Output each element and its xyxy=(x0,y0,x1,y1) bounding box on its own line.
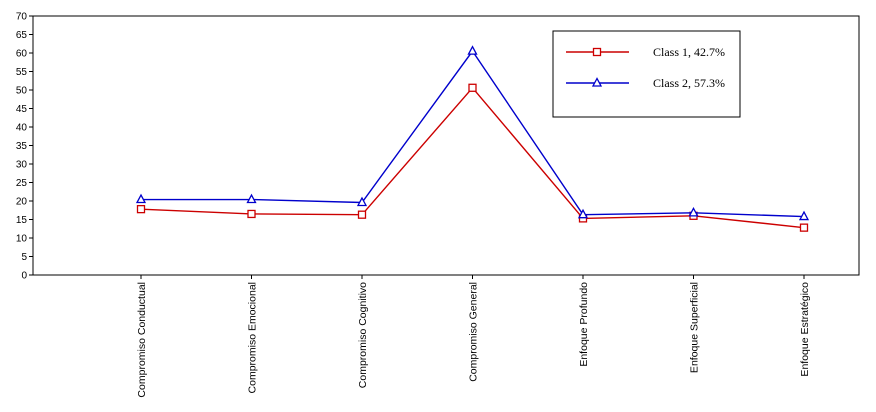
x-tick-label: Compromiso Conductual xyxy=(136,282,148,398)
series-2 xyxy=(135,45,810,221)
y-tick-label: 10 xyxy=(16,234,28,245)
y-tick-label: 45 xyxy=(16,104,28,115)
data-point xyxy=(467,45,478,55)
x-axis: Compromiso Conductual Compromiso Emociona… xyxy=(136,275,811,398)
data-point xyxy=(247,209,256,219)
y-tick-label: 5 xyxy=(21,252,27,263)
y-tick-label: 25 xyxy=(16,178,28,189)
y-tick-label: 55 xyxy=(16,67,28,78)
y-tick-label: 60 xyxy=(16,49,28,60)
legend-label: Class 1, 42.7% xyxy=(653,45,725,59)
legend-box xyxy=(552,30,741,118)
y-tick-label: 40 xyxy=(16,123,28,134)
x-tick-label: Enfoque Superficial xyxy=(689,282,701,373)
data-point xyxy=(468,83,477,92)
series-layer xyxy=(135,45,810,232)
x-tick-label: Enfoque Estratégico xyxy=(799,282,811,377)
legend-item: Class 1, 42.7% xyxy=(566,45,725,59)
y-axis: 0 5 10 15 20 25 30 35 40 45 50 55 60 65 70 xyxy=(16,12,33,282)
legend-marker xyxy=(591,77,603,87)
data-point xyxy=(356,196,368,207)
y-tick-label: 35 xyxy=(16,141,28,152)
x-tick-label: Compromiso Cognitivo xyxy=(357,282,369,388)
data-point xyxy=(688,206,699,217)
y-tick-label: 50 xyxy=(16,86,28,97)
data-point xyxy=(799,223,809,232)
y-tick-label: 65 xyxy=(16,30,28,41)
legend-label: Class 2, 57.3% xyxy=(653,76,725,90)
data-point xyxy=(246,193,257,204)
y-tick-label: 30 xyxy=(16,160,28,171)
legend-item: Class 2, 57.3% xyxy=(566,76,725,90)
x-tick-label: Enfoque Profundo xyxy=(578,282,590,367)
legend: Class 1, 42.7% Class 2, 57.3% xyxy=(552,30,741,118)
y-tick-label: 20 xyxy=(16,197,28,208)
data-point xyxy=(136,204,146,214)
y-tick-label: 15 xyxy=(16,215,28,226)
data-point xyxy=(357,210,367,219)
data-point xyxy=(798,210,810,221)
data-point xyxy=(577,208,589,219)
data-point xyxy=(135,193,147,204)
y-tick-label: 0 xyxy=(21,271,27,282)
x-tick-label: Compromiso General xyxy=(468,282,480,382)
x-tick-label: Compromiso Emocional xyxy=(247,282,259,393)
y-tick-label: 70 xyxy=(16,12,28,23)
legend-marker xyxy=(592,47,602,57)
